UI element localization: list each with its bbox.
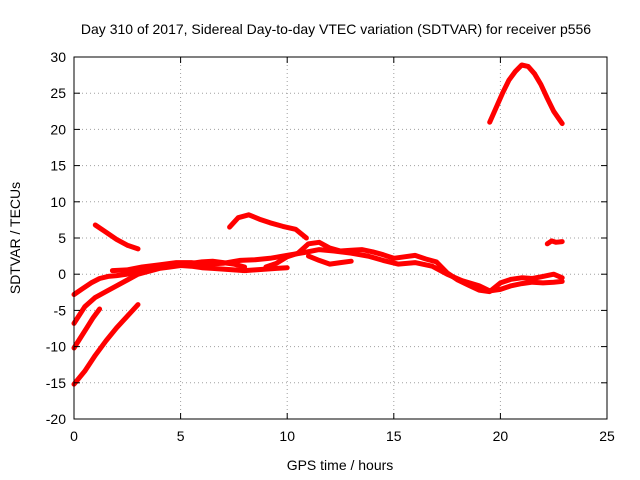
y-tick-label: 5 (58, 230, 66, 246)
y-tick-label: 10 (50, 194, 66, 210)
y-tick-label: 15 (50, 158, 66, 174)
y-tick-label: 0 (58, 266, 66, 282)
series-arc-11 (544, 238, 565, 247)
y-tick-label: 25 (50, 85, 66, 101)
series-arc-8 (263, 239, 565, 295)
y-tick-label: -20 (46, 411, 66, 427)
series-arc-2 (227, 212, 309, 241)
data-traces (71, 62, 565, 387)
y-tick-label: -15 (46, 375, 66, 391)
series-arc-10 (487, 62, 565, 127)
x-tick-label: 20 (493, 428, 509, 444)
x-tick-label: 0 (70, 428, 78, 444)
chart-title: Day 310 of 2017, Sidereal Day-to-day VTE… (81, 21, 591, 37)
y-tick-label: 30 (50, 49, 66, 65)
axis-ticks: 0 5 10 15 20 25 -20 -15 -10 -5 0 5 10 15 20 25 30 (46, 49, 615, 444)
x-axis-label: GPS time / hours (287, 457, 394, 473)
series-arc-1 (92, 222, 141, 252)
x-tick-label: 15 (386, 428, 402, 444)
x-tick-label: 5 (177, 428, 185, 444)
series-arc-7 (109, 247, 565, 294)
series-arc-6 (71, 302, 141, 387)
x-tick-label: 25 (599, 428, 615, 444)
x-tick-label: 10 (279, 428, 295, 444)
y-tick-label: 20 (50, 121, 66, 137)
y-tick-label: -5 (54, 302, 67, 318)
series-arc-9 (306, 253, 354, 267)
series-arc-4 (71, 263, 290, 326)
series-arc-5 (71, 306, 103, 351)
y-tick-label: -10 (46, 339, 66, 355)
grid (74, 57, 607, 419)
y-axis-label: SDTVAR / TECUs (7, 182, 23, 294)
